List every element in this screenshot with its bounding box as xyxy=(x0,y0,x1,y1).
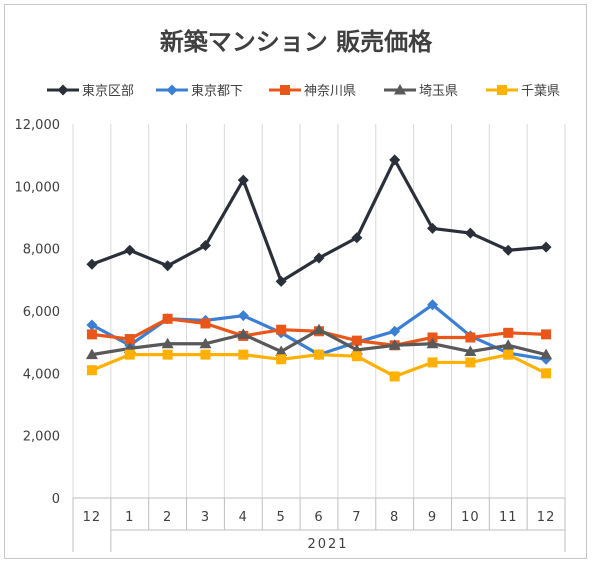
legend: 東京区部 東京都下 神奈川県 埼玉県 千葉県 xyxy=(47,83,560,99)
data-point xyxy=(200,349,211,360)
x-tick-label: 4 xyxy=(239,510,248,525)
y-tick-label: 10,000 xyxy=(15,180,61,195)
legend-marker xyxy=(280,85,290,95)
data-point xyxy=(464,227,476,239)
x-group-label: 2021 xyxy=(307,537,348,552)
data-point xyxy=(427,332,438,343)
data-point xyxy=(427,299,439,311)
x-tick-label: 12 xyxy=(83,510,102,525)
legend-label: 東京区部 xyxy=(82,83,134,99)
data-point xyxy=(86,319,98,331)
data-point xyxy=(351,232,363,244)
legend-label: 東京都下 xyxy=(191,83,243,99)
legend-item: 東京都下 xyxy=(156,83,243,99)
data-point xyxy=(124,349,135,360)
data-point xyxy=(162,313,173,324)
data-point xyxy=(388,339,401,350)
data-point xyxy=(237,310,249,322)
data-point xyxy=(85,348,98,360)
x-tick-label: 11 xyxy=(499,510,518,525)
legend-item: 東京区部 xyxy=(47,83,134,99)
data-point xyxy=(162,260,174,272)
data-point xyxy=(86,365,97,376)
legend-marker xyxy=(57,84,69,96)
series-1 xyxy=(86,154,552,287)
data-point xyxy=(540,348,553,360)
y-tick-label: 8,000 xyxy=(23,243,60,258)
data-point xyxy=(162,349,173,360)
data-point xyxy=(199,337,212,349)
data-point xyxy=(503,327,514,338)
data-point xyxy=(351,335,362,346)
data-point xyxy=(313,252,325,264)
x-tick-label: 6 xyxy=(314,510,323,525)
data-point xyxy=(86,258,98,270)
data-point xyxy=(237,174,249,186)
grid xyxy=(72,124,566,498)
data-point xyxy=(199,240,211,252)
y-tick-label: 4,000 xyxy=(23,367,60,382)
x-tick-label: 7 xyxy=(352,510,361,525)
data-point xyxy=(313,323,325,335)
data-point xyxy=(465,357,476,368)
x-tick-label: 12 xyxy=(537,510,556,525)
data-point xyxy=(86,329,97,340)
legend-marker xyxy=(394,84,406,95)
data-point xyxy=(161,337,174,349)
data-point xyxy=(503,349,514,360)
data-point xyxy=(427,357,438,368)
legend-label: 埼玉県 xyxy=(419,84,458,99)
x-tick-label: 10 xyxy=(461,510,480,525)
x-tick-label: 5 xyxy=(277,510,286,525)
data-point xyxy=(314,349,324,360)
data-point xyxy=(465,332,476,343)
chart-title: 新築マンション 販売価格 xyxy=(160,28,433,56)
data-point xyxy=(124,244,136,256)
data-point xyxy=(389,154,401,166)
x-tick-label: 2 xyxy=(163,510,172,525)
legend-item: 神奈川県 xyxy=(269,84,356,99)
x-tick-label: 1 xyxy=(125,510,134,525)
data-point xyxy=(237,328,250,339)
data-point xyxy=(276,324,287,335)
data-point xyxy=(275,345,288,357)
data-point xyxy=(427,222,439,234)
data-point xyxy=(275,275,287,287)
legend-label: 神奈川県 xyxy=(304,84,356,99)
legend-marker xyxy=(166,84,178,96)
data-point xyxy=(540,241,552,253)
y-tick-label: 0 xyxy=(52,492,60,507)
data-point xyxy=(541,368,552,379)
data-point xyxy=(351,351,362,362)
data-point xyxy=(502,339,515,350)
data-point xyxy=(276,354,287,365)
y-tick-label: 12,000 xyxy=(15,118,61,133)
x-tick-label: 9 xyxy=(428,510,437,525)
x-tick-label: 3 xyxy=(201,510,210,525)
data-point xyxy=(389,325,401,337)
legend-item: 千葉県 xyxy=(486,84,560,99)
x-tick-label: 8 xyxy=(390,510,399,525)
data-point xyxy=(238,349,249,360)
y-tick-label: 6,000 xyxy=(23,305,60,320)
series-layer xyxy=(85,154,553,382)
data-point xyxy=(502,244,514,256)
data-point xyxy=(541,329,552,340)
y-tick-label: 2,000 xyxy=(23,430,60,445)
legend-label: 千葉県 xyxy=(521,84,560,99)
data-point xyxy=(389,371,400,382)
data-point xyxy=(124,334,135,345)
series-4 xyxy=(85,323,553,360)
data-point xyxy=(464,345,477,357)
legend-item: 埼玉県 xyxy=(384,84,458,99)
chart-frame xyxy=(4,4,587,559)
data-point xyxy=(426,337,439,349)
legend-marker xyxy=(497,85,507,95)
data-point xyxy=(200,318,211,329)
series-5 xyxy=(86,349,552,382)
